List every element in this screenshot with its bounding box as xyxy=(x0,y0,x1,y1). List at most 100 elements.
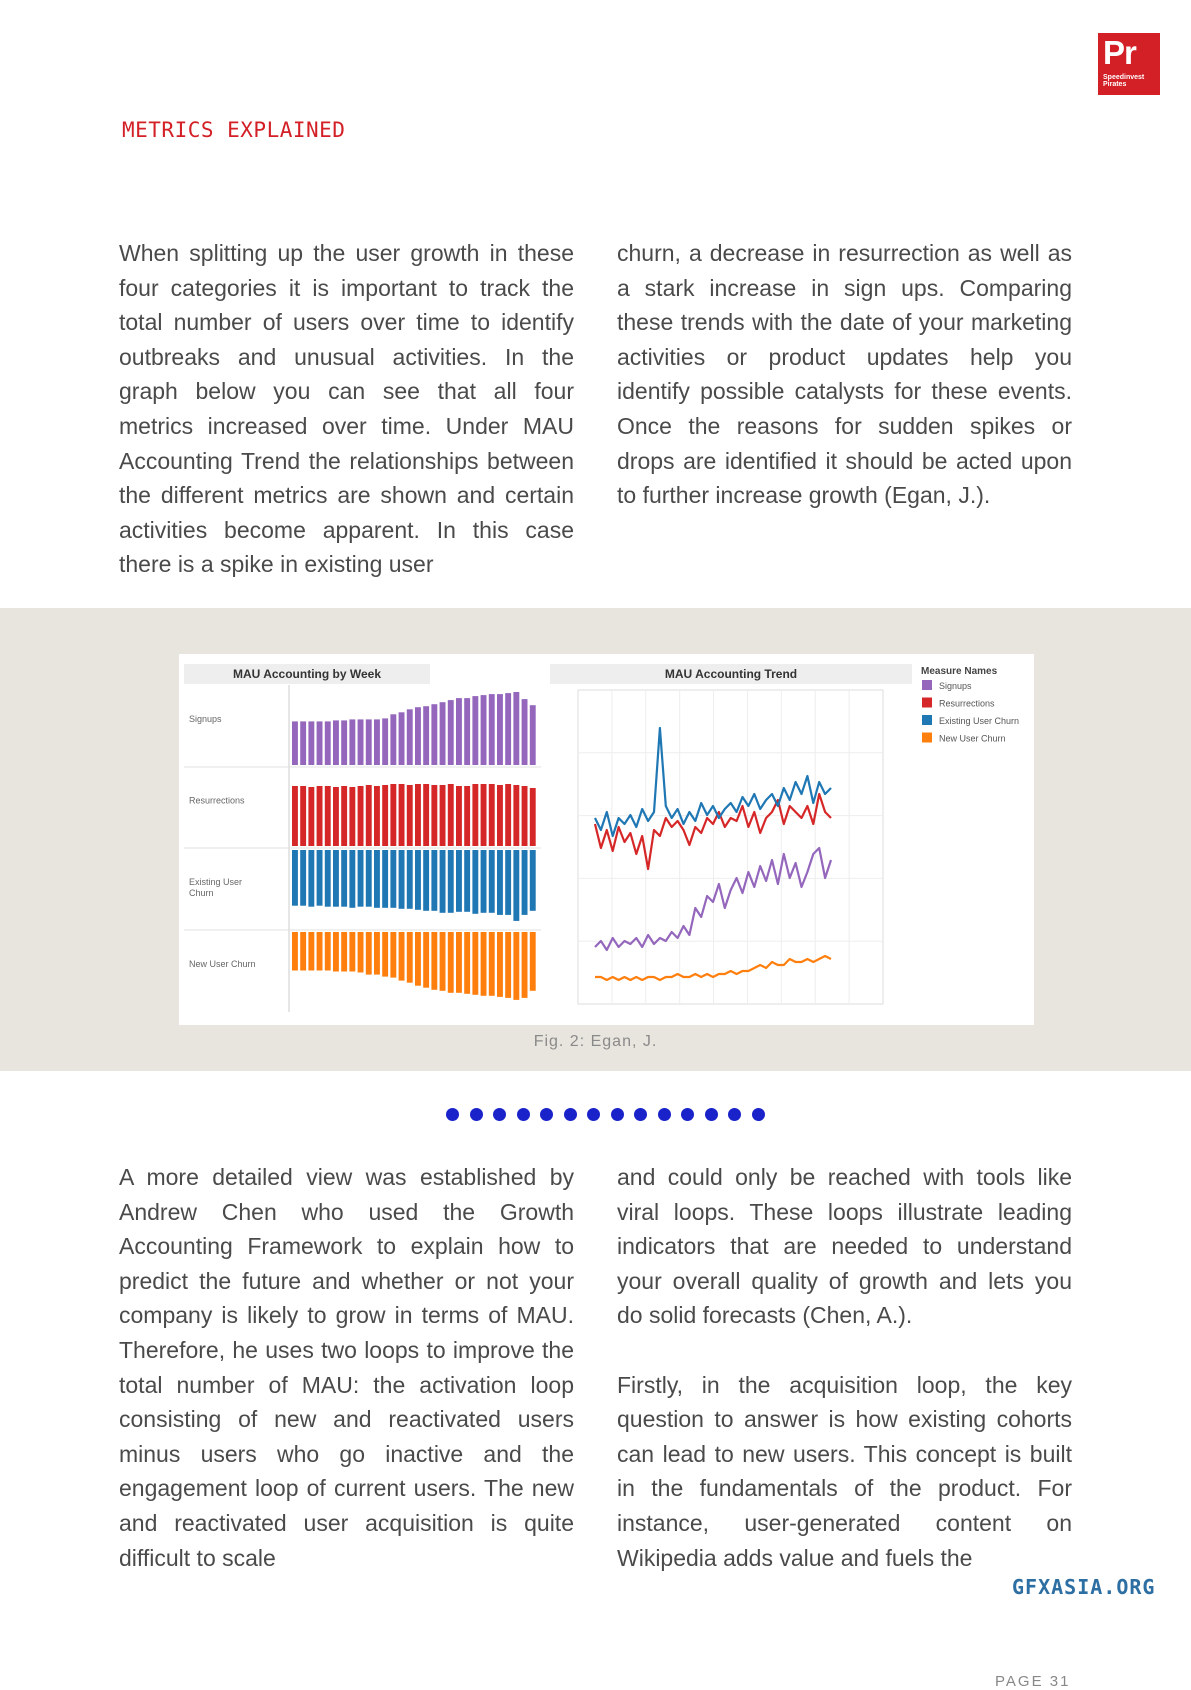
bar xyxy=(406,932,413,983)
bar xyxy=(300,850,307,906)
bar xyxy=(382,850,389,908)
bar xyxy=(431,932,438,990)
bar xyxy=(521,786,528,846)
chart-title: MAU Accounting by Week xyxy=(233,667,381,681)
bar xyxy=(390,850,397,908)
chart-title-bar xyxy=(184,664,430,684)
bar xyxy=(324,932,331,971)
bar xyxy=(456,932,462,993)
bar xyxy=(333,787,339,846)
bar xyxy=(390,932,397,978)
row-label: Signups xyxy=(189,714,222,724)
bar xyxy=(505,693,512,765)
bar xyxy=(316,786,323,846)
text-column-4: and could only be reached with tools lik… xyxy=(617,1160,1072,1575)
bar xyxy=(374,719,380,765)
text-column-2: churn, a decrease in resurrection as wel… xyxy=(617,236,1072,513)
legend-label: Signups xyxy=(939,681,972,691)
bar xyxy=(365,850,372,907)
bar xyxy=(374,932,380,975)
bar xyxy=(529,932,536,991)
bar xyxy=(406,850,413,909)
bar xyxy=(472,932,479,995)
logo-line1: Speedinvest xyxy=(1103,74,1145,81)
chart-title: MAU Accounting Trend xyxy=(665,667,797,681)
bar xyxy=(480,784,487,846)
paragraph: Firstly, in the acquisition loop, the ke… xyxy=(617,1371,1072,1571)
row-label: Resurrections xyxy=(189,795,245,805)
bar xyxy=(382,932,389,977)
bar xyxy=(398,932,405,981)
bar xyxy=(423,784,430,846)
bar xyxy=(390,784,397,846)
bar xyxy=(480,850,487,913)
legend-swatch xyxy=(922,715,932,725)
bar xyxy=(333,720,339,765)
row-label: Churn xyxy=(189,888,214,898)
bar xyxy=(308,721,315,765)
bar xyxy=(447,700,454,765)
bar xyxy=(341,786,348,846)
bar xyxy=(300,932,307,971)
bar xyxy=(357,850,364,907)
legend-label: Existing User Churn xyxy=(939,716,1019,726)
row-label: Existing User xyxy=(189,877,242,887)
bar xyxy=(365,785,372,846)
row-label: New User Churn xyxy=(189,959,256,969)
chart-legend: Measure Names Signups Resurrections Existin… xyxy=(921,666,1019,744)
bar xyxy=(357,932,364,973)
bar xyxy=(415,707,421,765)
bar xyxy=(521,932,528,998)
bar xyxy=(472,784,479,846)
plot-frame xyxy=(577,689,884,1005)
bar xyxy=(324,786,331,846)
page-number: PAGE 31 xyxy=(995,1673,1071,1690)
bar xyxy=(349,787,356,846)
bar xyxy=(349,719,356,765)
text-column-3: A more detailed view was established by … xyxy=(119,1160,574,1575)
bar xyxy=(431,785,438,846)
paragraph: churn, a decrease in resurrection as wel… xyxy=(617,240,1072,509)
section-divider-dots xyxy=(446,1108,765,1122)
bar xyxy=(464,932,471,994)
bar xyxy=(431,850,438,911)
bar xyxy=(439,850,446,913)
bar xyxy=(456,850,462,912)
logo-line2: Pirates xyxy=(1103,81,1127,88)
bar xyxy=(308,850,315,907)
bar xyxy=(513,785,520,846)
bar xyxy=(529,788,536,846)
series-line xyxy=(593,792,832,871)
bar xyxy=(497,785,503,846)
bar xyxy=(529,850,536,911)
bar xyxy=(456,698,462,765)
bar xyxy=(316,850,323,906)
bar xyxy=(464,850,471,912)
logo-mark: Pr xyxy=(1103,34,1137,71)
bar xyxy=(374,786,380,846)
bar xyxy=(439,785,446,846)
bar xyxy=(513,850,520,921)
bar xyxy=(456,786,462,846)
paragraph: and could only be reached with tools lik… xyxy=(617,1164,1072,1329)
line-chart-panel: MAU Accounting Trend xyxy=(550,664,912,1005)
legend-swatch xyxy=(922,680,932,690)
bar xyxy=(521,850,528,915)
bar xyxy=(488,694,495,765)
watermark: GFXASIA.ORG xyxy=(1012,1575,1156,1599)
bar xyxy=(308,787,315,846)
bar xyxy=(341,720,348,765)
bar xyxy=(439,702,446,765)
paragraph: A more detailed view was established by … xyxy=(119,1164,574,1571)
bar xyxy=(488,932,495,996)
brand-logo: Pr Speedinvest Pirates xyxy=(1098,33,1160,95)
bar xyxy=(423,850,430,911)
bar xyxy=(365,932,372,975)
bar xyxy=(308,932,315,971)
bar xyxy=(390,714,397,765)
bar xyxy=(521,699,528,765)
bar xyxy=(423,932,430,988)
bar xyxy=(292,850,298,906)
bar xyxy=(464,786,471,846)
bar xyxy=(505,932,512,998)
